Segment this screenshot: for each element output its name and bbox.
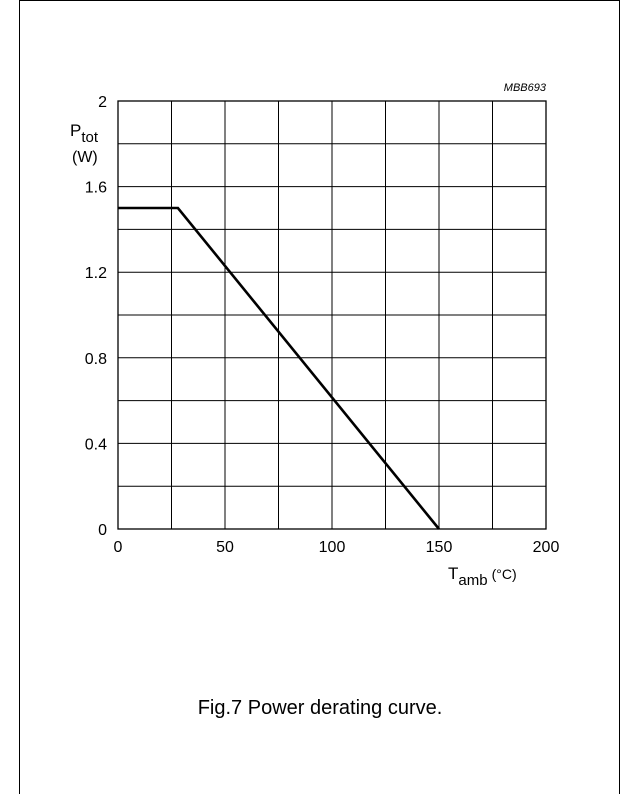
figure-code: MBB693 <box>504 82 547 94</box>
grid <box>118 101 546 529</box>
x-tick-label: 100 <box>319 539 346 556</box>
figure-caption: Fig.7 Power derating curve. <box>197 697 443 719</box>
y-tick-label: 2 <box>98 94 107 111</box>
y-tick-label: 0.8 <box>85 351 107 368</box>
figure-frame <box>19 0 620 794</box>
y-axis-unit: (W) <box>72 149 98 166</box>
derating-curve-line <box>118 206 441 530</box>
x-tick-label: 0 <box>114 539 123 556</box>
y-tick-label: 1.2 <box>85 265 107 282</box>
y-axis-label: Ptot <box>70 121 99 146</box>
ticks: 0 50 100 150 200 0 0.4 0.8 1.2 1.6 2 <box>85 94 560 556</box>
y-tick-label: 0.4 <box>85 436 107 453</box>
x-axis-label-sub: amb <box>458 572 487 589</box>
y-axis-label-sub: tot <box>81 129 99 146</box>
x-axis-label: Tamb (°C) <box>448 564 517 589</box>
series-layer <box>118 206 441 530</box>
x-tick-label: 200 <box>533 539 560 556</box>
plot-area <box>117 100 547 530</box>
y-tick-label: 1.6 <box>85 180 107 197</box>
x-tick-label: 150 <box>426 539 453 556</box>
x-axis-unit: (°C) <box>492 566 517 582</box>
y-tick-label: 0 <box>98 522 107 539</box>
y-axis-label-main: P <box>70 121 81 140</box>
x-axis-label-main: T <box>448 564 458 583</box>
x-tick-label: 50 <box>216 539 234 556</box>
